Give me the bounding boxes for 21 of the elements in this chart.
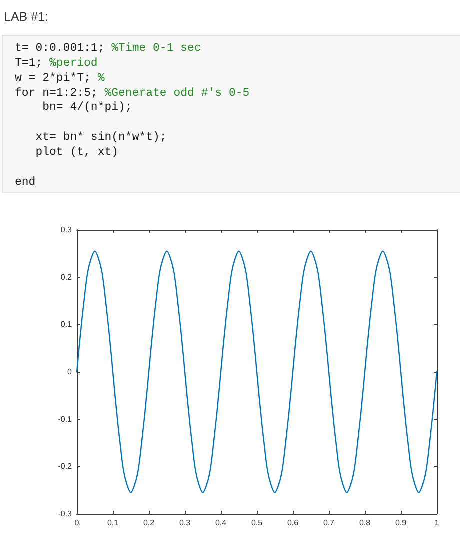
- y-tick-label: 0.1: [60, 320, 73, 330]
- line-series: [76, 250, 438, 494]
- x-tick-label: 0.6: [287, 518, 300, 528]
- x-tick-label: 0.4: [215, 518, 228, 528]
- x-tick-label: 0.9: [395, 518, 408, 528]
- x-tick-label: 0.1: [107, 518, 120, 528]
- y-tick-label: -0.3: [58, 510, 73, 518]
- x-tick-label: 0.7: [323, 518, 336, 528]
- x-tick-label: 0.8: [359, 518, 372, 528]
- x-tick-label: 1: [434, 518, 440, 528]
- x-tick-label: 0.5: [251, 518, 264, 528]
- y-tick-label: 0.2: [60, 272, 73, 282]
- y-tick-label: 0: [68, 368, 73, 376]
- y-tick-label: -0.2: [58, 462, 73, 472]
- x-tick-label: 0.2: [143, 518, 156, 528]
- text: t= 0:0.001:1; %Time 0-1 sec T=1; %period w = 2*pi*T; % for n=1:2:5; %Generate odd #'s 0-5 bn= 4/(n*pi); xt= bn* sin(n*w*t); plot (t, xt) end: [15, 42, 250, 189]
- x-tick-label: 0.3: [179, 518, 192, 528]
- x-tick-label: 0: [74, 518, 80, 528]
- chart-title: LAB #1:: [4, 10, 48, 24]
- y-tick-label: 0.3: [60, 226, 73, 234]
- y-tick-label: -0.1: [58, 414, 73, 424]
